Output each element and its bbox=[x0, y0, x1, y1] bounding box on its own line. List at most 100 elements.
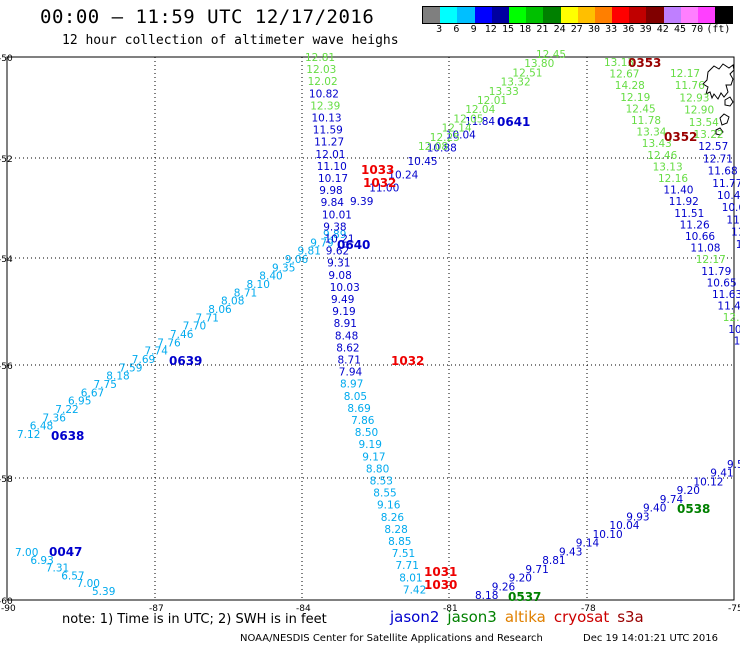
swh-value: 5.39 bbox=[92, 586, 115, 598]
swh-value: 11.26 bbox=[680, 219, 710, 231]
swh-value: 9.49 bbox=[331, 294, 354, 306]
colorbar-label: 18 bbox=[519, 24, 532, 35]
swh-value: 7.86 bbox=[351, 415, 375, 427]
lon-tick-label: -75 bbox=[728, 604, 740, 614]
swh-value: 9.38 bbox=[323, 221, 346, 233]
swh-value: 11.84 bbox=[465, 116, 495, 128]
swh-value: 8.26 bbox=[381, 512, 405, 524]
swh-value: 9.40 bbox=[643, 503, 666, 515]
swh-value: 11.1 bbox=[731, 227, 740, 239]
swh-value: 9.14 bbox=[576, 538, 600, 550]
swh-value: 7.46 bbox=[170, 329, 194, 341]
colorbar-swatch bbox=[698, 7, 716, 23]
colorbar-swatch bbox=[646, 7, 664, 23]
colorbar-label: 70 bbox=[691, 24, 704, 35]
swh-value: 8.91 bbox=[334, 318, 357, 330]
swh-value: 11.63 bbox=[712, 289, 740, 301]
pass-time-label: 1032 bbox=[391, 354, 424, 368]
swh-value: 8.18 bbox=[475, 590, 498, 602]
swh-value: 11.78 bbox=[631, 115, 661, 127]
lon-tick-label: -78 bbox=[581, 604, 596, 614]
legend-altika: altika bbox=[504, 608, 546, 626]
pass-time-label: 1032 bbox=[363, 176, 396, 190]
swh-value: 12.84 bbox=[723, 312, 740, 324]
swh-value: 12.19 bbox=[620, 92, 650, 104]
swh-value: 9.17 bbox=[362, 451, 385, 463]
swh-value: 10.24 bbox=[388, 169, 418, 181]
swh-value: 7.59 bbox=[119, 362, 142, 374]
map-frame bbox=[6, 56, 735, 601]
swh-value: 13.43 bbox=[642, 138, 672, 150]
swh-value: 12.05 bbox=[453, 113, 483, 125]
colorbar-swatch bbox=[577, 7, 595, 23]
pass-time-label: 0538 bbox=[677, 502, 710, 516]
swh-value: 8.53 bbox=[370, 476, 393, 488]
swh-value: 6.93 bbox=[30, 555, 53, 567]
credit-date: Dec 19 14:01:21 UTC 2016 bbox=[583, 633, 718, 644]
swh-value: 9.89 bbox=[323, 229, 346, 241]
swh-value: 7.42 bbox=[403, 584, 426, 596]
legend-jason2: jason2 bbox=[390, 608, 440, 626]
swh-value: 10.84 bbox=[728, 324, 740, 336]
footer-note: note: 1) Time is in UTC; 2) SWH is in fe… bbox=[62, 612, 327, 627]
pass-time-label: 0641 bbox=[497, 115, 530, 129]
colorbar-label: 30 bbox=[587, 24, 601, 35]
lat-tick-label: -54 bbox=[0, 255, 13, 265]
axis-ticks: -90 -87 -84 -81 -78 -75 -50 -52 -54 -56 -58 -60 bbox=[0, 54, 740, 614]
swh-value: 10.45 bbox=[408, 156, 438, 168]
swh-value: 8.50 bbox=[355, 427, 378, 439]
swh-value: 13.34 bbox=[636, 127, 666, 139]
lat-tick-label: -58 bbox=[0, 475, 13, 485]
swh-value: 12.03 bbox=[306, 64, 336, 76]
colorbar-swatch bbox=[491, 7, 509, 23]
colorbar-label: 36 bbox=[622, 24, 635, 35]
swh-value: 6.95 bbox=[68, 396, 91, 408]
swh-value: 10.43 bbox=[717, 190, 740, 202]
colorbar-swatch bbox=[526, 7, 544, 23]
swh-value: 9.31 bbox=[327, 258, 350, 270]
colorbar-swatch bbox=[440, 7, 458, 23]
coastline bbox=[702, 63, 735, 136]
swh-value: 9.19 bbox=[332, 306, 355, 318]
swh-value: 9.08 bbox=[328, 270, 351, 282]
colorbar-swatch bbox=[508, 7, 527, 23]
swh-value: 8.80 bbox=[366, 463, 389, 475]
swh-value: 7.74 bbox=[145, 346, 169, 358]
swh-value: 12.17 bbox=[696, 254, 726, 266]
swh-value: 8.28 bbox=[384, 524, 407, 536]
colorbar-swatch bbox=[423, 7, 441, 23]
colorbar-swatch bbox=[543, 7, 561, 23]
swh-value: 8.81 bbox=[542, 555, 565, 567]
swh-value: 10.82 bbox=[309, 88, 339, 100]
swh-value: 11.27 bbox=[314, 137, 344, 149]
swh-value: 7.51 bbox=[392, 548, 415, 560]
swh-value: 12.57 bbox=[698, 141, 728, 153]
swh-value: 12.01 bbox=[477, 95, 507, 107]
swh-value: 12.67 bbox=[609, 69, 639, 81]
swh-value: 9.19 bbox=[359, 439, 382, 451]
colorbar-labels: 3 6 9 12 15 18 21 24 27 30 33 36 39 42 45 70 (ft) bbox=[422, 24, 732, 36]
swh-value: 9.20 bbox=[677, 485, 700, 497]
colorbar-label: 45 bbox=[673, 24, 687, 35]
swh-value: 14.28 bbox=[615, 80, 645, 92]
swh-value: 12.08 bbox=[418, 141, 448, 153]
credit-text: NOAA/NESDIS Center for Satellite Applica… bbox=[240, 633, 543, 644]
swh-value: 8.62 bbox=[336, 342, 359, 354]
swh-value: 11.79 bbox=[701, 266, 731, 278]
swh-value: 9.43 bbox=[559, 546, 582, 558]
colorbar-swatch bbox=[612, 7, 630, 23]
swh-value: 10.03 bbox=[330, 282, 360, 294]
colorbar-swatch bbox=[474, 7, 492, 23]
swh-value: 9.93 bbox=[626, 511, 649, 523]
lon-tick-label: -84 bbox=[296, 604, 311, 614]
swh-value: 9.41 bbox=[710, 468, 733, 480]
swh-value: 7.31 bbox=[46, 563, 69, 575]
swh-value: 7.70 bbox=[183, 321, 206, 333]
swh-value: 13.13 bbox=[604, 57, 634, 69]
colorbar-label: 39 bbox=[639, 24, 652, 35]
swh-value: 9.35 bbox=[272, 262, 295, 274]
swh-value: 10.4 bbox=[734, 335, 740, 347]
pass-time-label: 0537 bbox=[508, 590, 541, 604]
lon-tick-label: -87 bbox=[149, 604, 164, 614]
swh-value: 12.93 bbox=[679, 92, 709, 104]
